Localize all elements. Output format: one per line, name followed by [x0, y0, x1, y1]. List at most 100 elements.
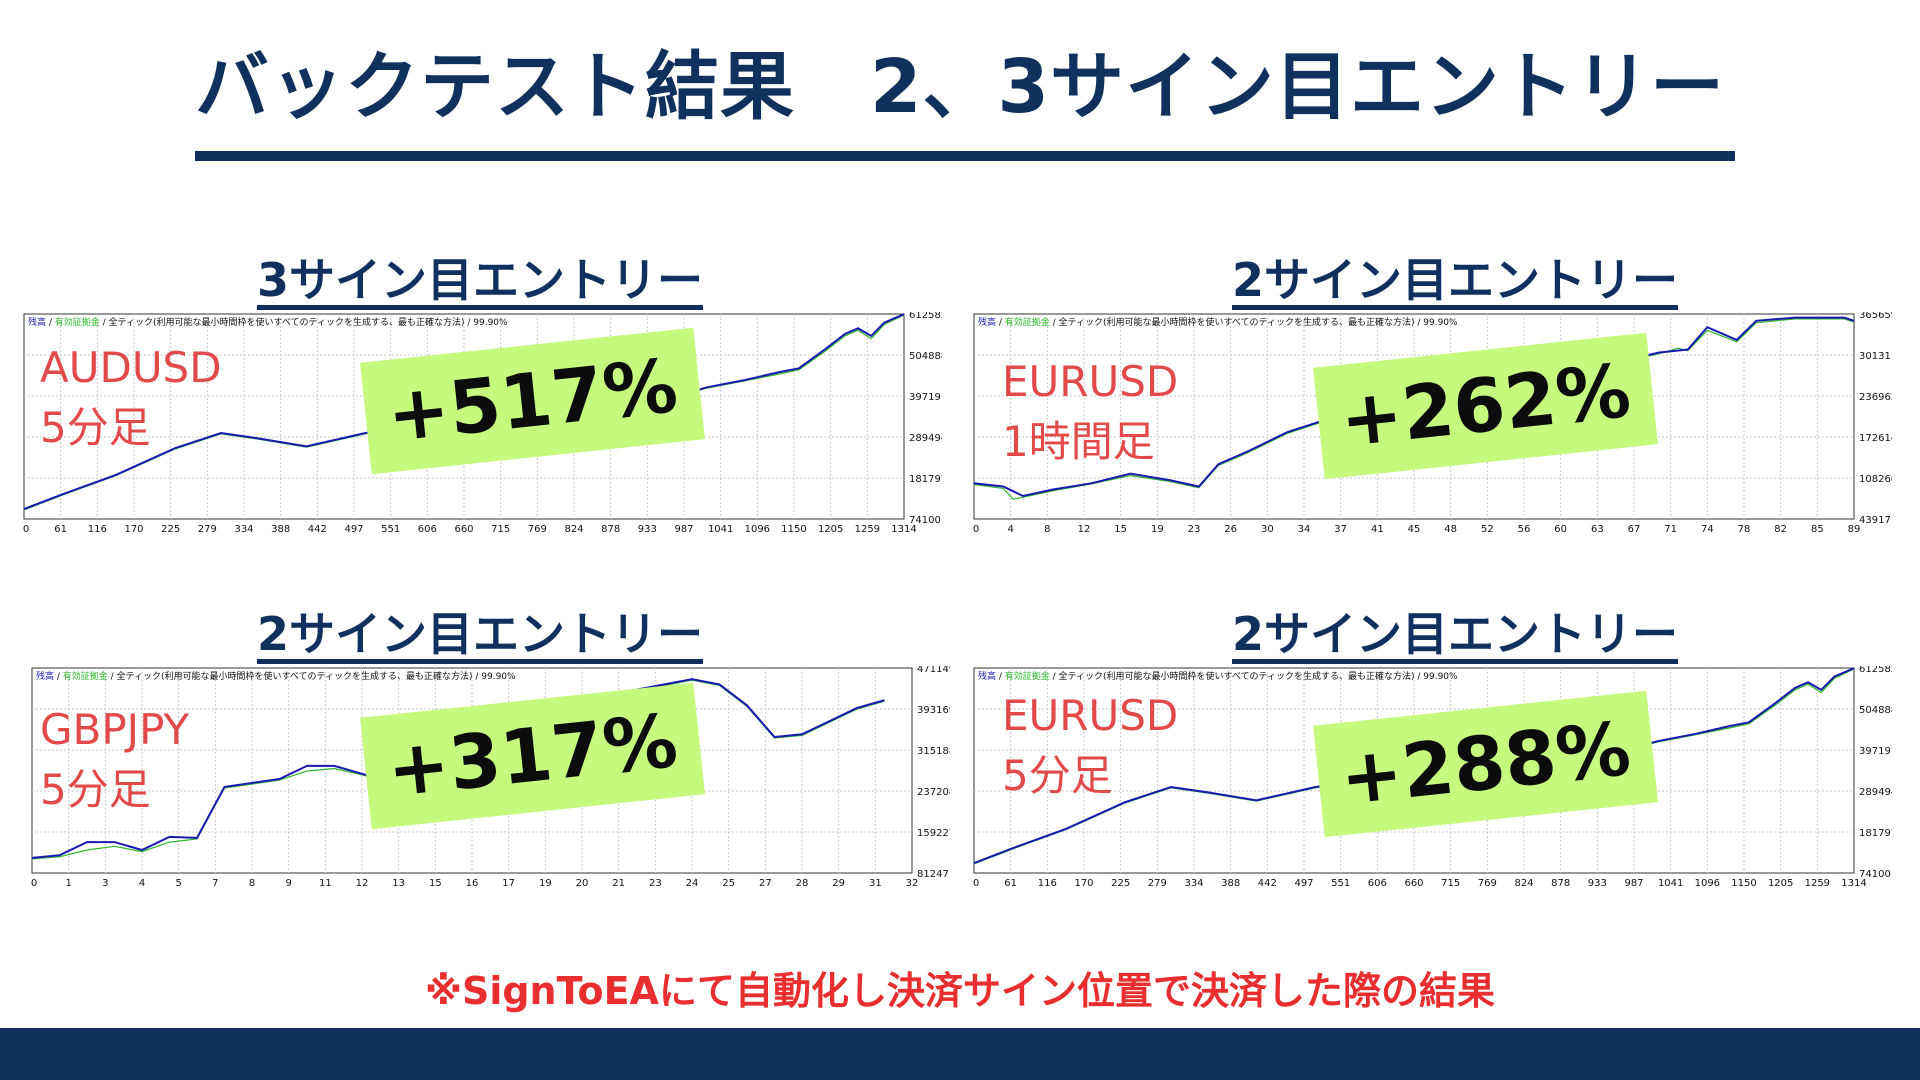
x-tick-label: 23: [1188, 524, 1201, 535]
x-tick-label: 3: [102, 878, 108, 889]
x-tick-label: 0: [31, 878, 37, 889]
panel-heading-3: 2サイン目エントリー: [256, 607, 703, 661]
x-tick-label: 74: [1701, 524, 1714, 535]
x-tick-label: 1314: [1841, 878, 1866, 889]
x-tick-label: 78: [1738, 524, 1751, 535]
y-tick-label: 159227: [917, 828, 950, 839]
x-tick-label: 715: [491, 524, 510, 535]
x-tick-label: 1259: [1805, 878, 1830, 889]
x-tick-label: 56: [1518, 524, 1531, 535]
x-tick-label: 388: [271, 524, 290, 535]
x-tick-label: 660: [454, 524, 473, 535]
x-tick-label: 24: [686, 878, 699, 889]
x-tick-label: 63: [1591, 524, 1604, 535]
x-tick-label: 1: [65, 878, 71, 889]
timeframe: 5分足: [40, 403, 151, 452]
x-tick-label: 116: [1038, 878, 1057, 889]
x-tick-label: 8: [249, 878, 255, 889]
pair-label-4: EURUSD 5分足: [1002, 686, 1178, 806]
pair-label-3: GBPJPY 5分足: [40, 700, 189, 820]
x-tick-label: 715: [1441, 878, 1460, 889]
x-tick-label: 606: [1368, 878, 1387, 889]
x-tick-label: 26: [1224, 524, 1237, 535]
x-tick-label: 933: [1588, 878, 1607, 889]
y-tick-label: 81247: [917, 869, 949, 880]
footer-bar: [0, 1028, 1920, 1080]
y-tick-label: 315188: [917, 746, 950, 757]
panel-heading-2: 2サイン目エントリー: [1231, 253, 1678, 307]
chart-legend: 残高 / 有効証拠金 / 全ティック(利用可能な最小時間枠を使いすべてのティック…: [36, 670, 516, 682]
y-tick-label: 504888: [1859, 705, 1892, 716]
y-tick-label: 237208: [917, 787, 950, 798]
x-tick-label: 1096: [1695, 878, 1720, 889]
legend-entry: 残高: [28, 316, 46, 328]
x-tick-label: 225: [161, 524, 180, 535]
x-tick-label: 19: [1151, 524, 1164, 535]
x-tick-label: 987: [1624, 878, 1643, 889]
legend-entry: /: [46, 318, 55, 328]
y-tick-label: 301311: [1859, 351, 1892, 362]
y-tick-label: 74100: [1859, 869, 1891, 880]
legend-entry: 残高: [978, 670, 996, 682]
legend-entry: 残高: [36, 670, 54, 682]
x-tick-label: 89: [1848, 524, 1861, 535]
y-tick-label: 397191: [909, 392, 942, 403]
y-tick-label: 393169: [917, 705, 950, 716]
x-tick-label: 1041: [1658, 878, 1683, 889]
x-tick-label: 279: [198, 524, 217, 535]
x-tick-label: 8: [1044, 524, 1050, 535]
legend-entry: /: [54, 672, 63, 682]
legend-entry: /: [996, 672, 1005, 682]
x-tick-label: 0: [973, 878, 979, 889]
x-tick-label: 25: [722, 878, 735, 889]
y-tick-label: 365659: [1859, 312, 1892, 321]
x-tick-label: 334: [1184, 878, 1203, 889]
y-tick-label: 108266: [1859, 474, 1892, 485]
x-tick-label: 15: [429, 878, 442, 889]
footnote: ※SignToEAにて自動化し決済サイン位置で決済した際の結果: [425, 969, 1495, 1013]
x-tick-label: 551: [1331, 878, 1350, 889]
legend-entry: 有効証拠金: [1005, 670, 1050, 682]
x-tick-label: 1205: [818, 524, 843, 535]
chart-legend: 残高 / 有効証拠金 / 全ティック(利用可能な最小時間枠を使いすべてのティック…: [978, 670, 1458, 682]
x-tick-label: 116: [88, 524, 107, 535]
x-tick-label: 334: [234, 524, 253, 535]
x-tick-label: 1314: [891, 524, 916, 535]
x-tick-label: 29: [832, 878, 845, 889]
legend-entry: 有効証拠金: [55, 316, 100, 328]
y-tick-label: 504888: [909, 351, 942, 362]
x-tick-label: 32: [906, 878, 919, 889]
x-tick-label: 31: [869, 878, 882, 889]
y-tick-label: 74100: [909, 515, 941, 526]
x-tick-label: 60: [1554, 524, 1567, 535]
y-tick-label: 172614: [1859, 433, 1892, 444]
x-tick-label: 878: [601, 524, 620, 535]
x-tick-label: 1096: [745, 524, 770, 535]
legend-entry: / 全ティック(利用可能な最小時間枠を使いすべてのティックを生成する、最も正確な…: [100, 316, 508, 328]
x-tick-label: 82: [1774, 524, 1787, 535]
x-tick-label: 225: [1111, 878, 1130, 889]
y-tick-label: 43917: [1859, 515, 1891, 526]
pair-name: EURUSD: [1002, 357, 1179, 406]
y-tick-label: 471149: [917, 666, 950, 675]
page-title: バックテスト結果 2、3サイン目エントリー: [195, 44, 1725, 130]
x-tick-label: 30: [1261, 524, 1274, 535]
x-tick-label: 551: [381, 524, 400, 535]
legend-entry: 有効証拠金: [63, 670, 108, 682]
x-tick-label: 878: [1551, 878, 1570, 889]
panel-heading-1: 3サイン目エントリー: [256, 253, 703, 307]
x-tick-label: 933: [638, 524, 657, 535]
timeframe: 5分足: [1002, 751, 1113, 800]
x-tick-label: 20: [576, 878, 589, 889]
x-tick-label: 824: [564, 524, 583, 535]
x-tick-label: 4: [139, 878, 145, 889]
x-tick-label: 388: [1221, 878, 1240, 889]
legend-entry: / 全ティック(利用可能な最小時間枠を使いすべてのティックを生成する、最も正確な…: [108, 670, 516, 682]
x-tick-label: 606: [418, 524, 437, 535]
y-tick-label: 397191: [1859, 746, 1892, 757]
x-tick-label: 61: [1004, 878, 1017, 889]
y-tick-label: 236962: [1859, 392, 1892, 403]
